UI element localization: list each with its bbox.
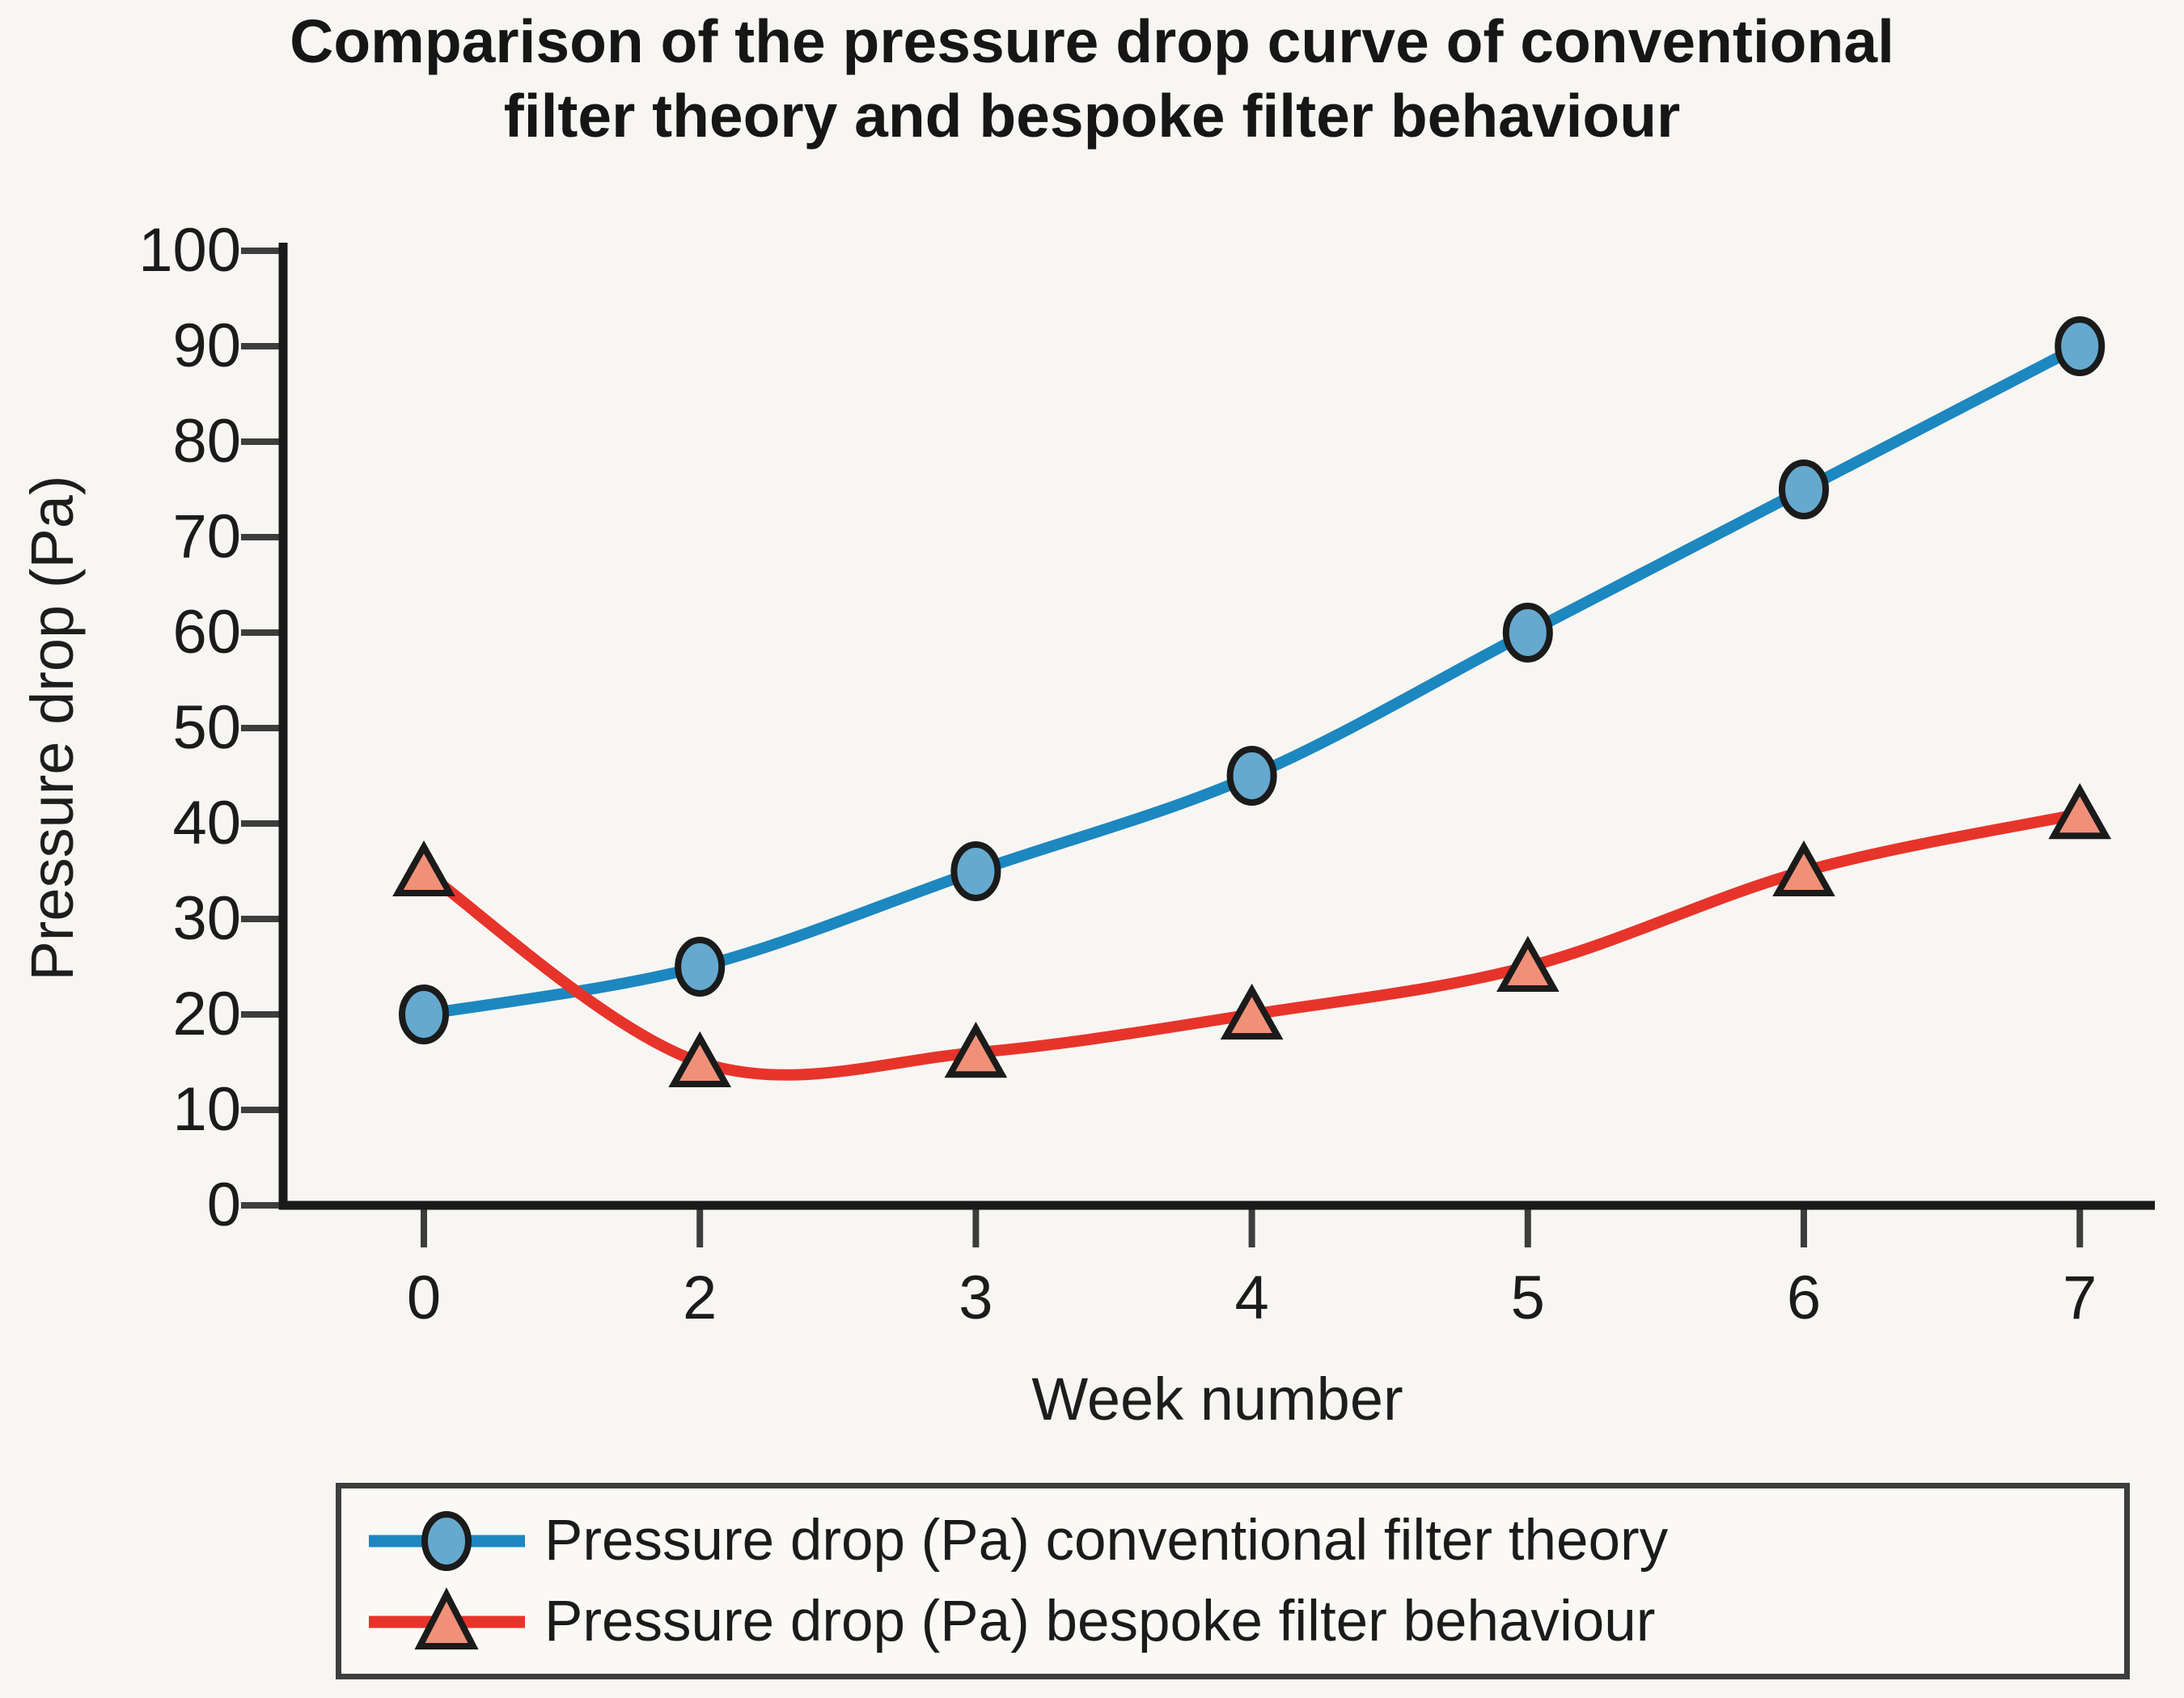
data-point-triangle-marker bbox=[1220, 983, 1284, 1040]
legend-label-conventional: Pressure drop (Pa) conventional filter t… bbox=[544, 1509, 1669, 1573]
data-point-circle-marker bbox=[2055, 316, 2106, 376]
x-tick-label: 0 bbox=[406, 1264, 442, 1332]
legend-row-conventional: Pressure drop (Pa) conventional filter t… bbox=[364, 1504, 2124, 1578]
data-point-triangle-marker bbox=[668, 1031, 732, 1087]
legend-label-bespoke: Pressure drop (Pa) bespoke filter behavi… bbox=[544, 1590, 1656, 1654]
x-tick-label: 4 bbox=[1234, 1264, 1269, 1332]
x-tick-label: 5 bbox=[1510, 1264, 1545, 1332]
chart-title-line1: Comparison of the pressure drop curve of… bbox=[290, 7, 1894, 75]
x-tick-label: 3 bbox=[959, 1264, 993, 1332]
legend-line-circle-marker-icon bbox=[369, 1510, 525, 1571]
legend-line-triangle-marker-icon bbox=[369, 1586, 525, 1649]
x-tick-label: 7 bbox=[2063, 1264, 2097, 1332]
data-point-triangle-marker bbox=[2048, 783, 2112, 840]
x-tick-label: 6 bbox=[1786, 1264, 1822, 1332]
series-line-conventional bbox=[418, 341, 2086, 1020]
data-point-triangle-marker bbox=[944, 1022, 1008, 1078]
data-point-circle-marker bbox=[399, 985, 449, 1044]
chart-title: Comparison of the pressure drop curve of… bbox=[0, 5, 2184, 153]
y-tick-label: 70 bbox=[172, 502, 241, 571]
y-tick-label: 80 bbox=[172, 407, 241, 476]
y-tick-label: 60 bbox=[172, 598, 241, 667]
chart-legend: Pressure drop (Pa) conventional filter t… bbox=[336, 1483, 2130, 1679]
y-tick-label: 10 bbox=[172, 1075, 241, 1144]
x-axis-title: Week number bbox=[1031, 1366, 1403, 1433]
data-point-circle-marker bbox=[1779, 459, 1829, 519]
y-tick-label: 30 bbox=[172, 884, 241, 953]
data-point-circle-marker bbox=[1502, 603, 1553, 663]
data-point-circle-marker bbox=[675, 937, 726, 997]
data-point-circle-marker bbox=[1226, 746, 1277, 806]
y-tick-label: 0 bbox=[206, 1171, 241, 1239]
y-tick-label: 40 bbox=[172, 789, 241, 857]
y-tick-label: 100 bbox=[138, 216, 241, 285]
data-point-triangle-marker bbox=[1496, 935, 1560, 992]
y-tick-label: 20 bbox=[172, 980, 241, 1048]
data-point-circle-marker bbox=[950, 841, 1001, 901]
data-point-triangle-marker bbox=[392, 840, 455, 896]
data-point-triangle-marker bbox=[1772, 840, 1835, 896]
legend-row-bespoke: Pressure drop (Pa) bespoke filter behavi… bbox=[364, 1585, 2124, 1659]
y-tick-label: 90 bbox=[172, 311, 241, 380]
x-tick-label: 2 bbox=[683, 1264, 717, 1332]
y-tick-label: 50 bbox=[172, 693, 241, 762]
chart-title-line2: filter theory and bespoke filter behavio… bbox=[503, 81, 1681, 150]
